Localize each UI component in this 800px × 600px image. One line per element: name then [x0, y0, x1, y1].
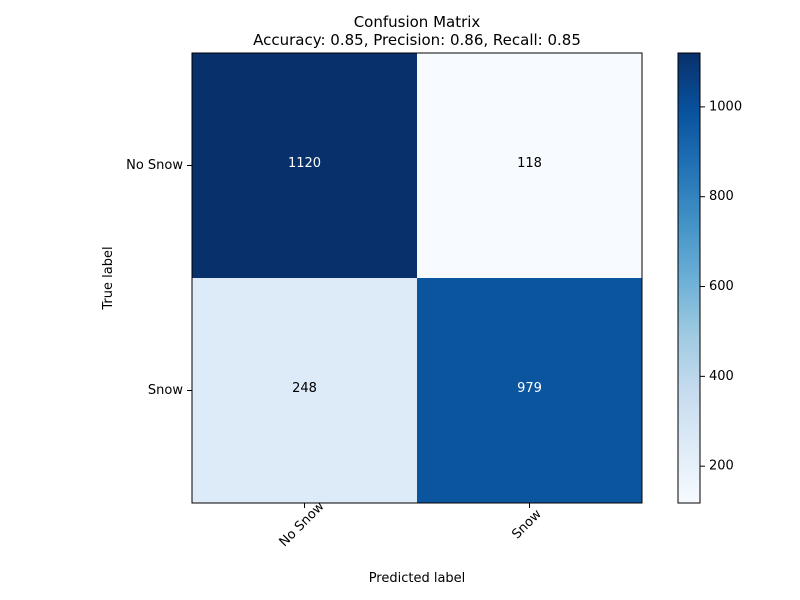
- y-axis-ticks: No Snow Snow: [126, 158, 192, 398]
- heatmap-cells: 1120 118 248 979: [192, 53, 642, 503]
- cell-value-label: 118: [517, 156, 542, 171]
- colorbar-tick-label: 600: [709, 279, 734, 294]
- plot-frame: [191, 52, 643, 504]
- colorbar-tick-label: 400: [709, 369, 734, 384]
- y-tick-label: No Snow: [126, 158, 183, 173]
- chart-subtitle: Accuracy: 0.85, Precision: 0.86, Recall:…: [253, 31, 581, 49]
- colorbar-tick-label: 1000: [709, 99, 742, 114]
- heatmap-cell: [192, 278, 417, 503]
- colorbar-tick-label: 200: [709, 459, 734, 474]
- colorbar: [677, 52, 701, 504]
- x-tick-label: Snow: [509, 507, 545, 543]
- y-tick-label: Snow: [148, 383, 183, 398]
- heatmap-cell: [417, 53, 642, 278]
- chart-title: Confusion Matrix: [354, 13, 481, 31]
- y-axis-label: True label: [101, 246, 116, 310]
- x-axis-label: Predicted label: [369, 571, 466, 586]
- heatmap-cell: [417, 278, 642, 503]
- cell-value-label: 248: [292, 381, 317, 396]
- cell-value-label: 979: [517, 381, 542, 396]
- x-axis-ticks: No Snow Snow: [277, 499, 545, 550]
- colorbar-ticks: 200 400 600 800 1000: [700, 99, 742, 474]
- cell-value-label: 1120: [288, 156, 321, 171]
- colorbar-tick-label: 800: [709, 189, 734, 204]
- x-tick-label: No Snow: [277, 499, 328, 550]
- heatmap-cell: [192, 53, 417, 278]
